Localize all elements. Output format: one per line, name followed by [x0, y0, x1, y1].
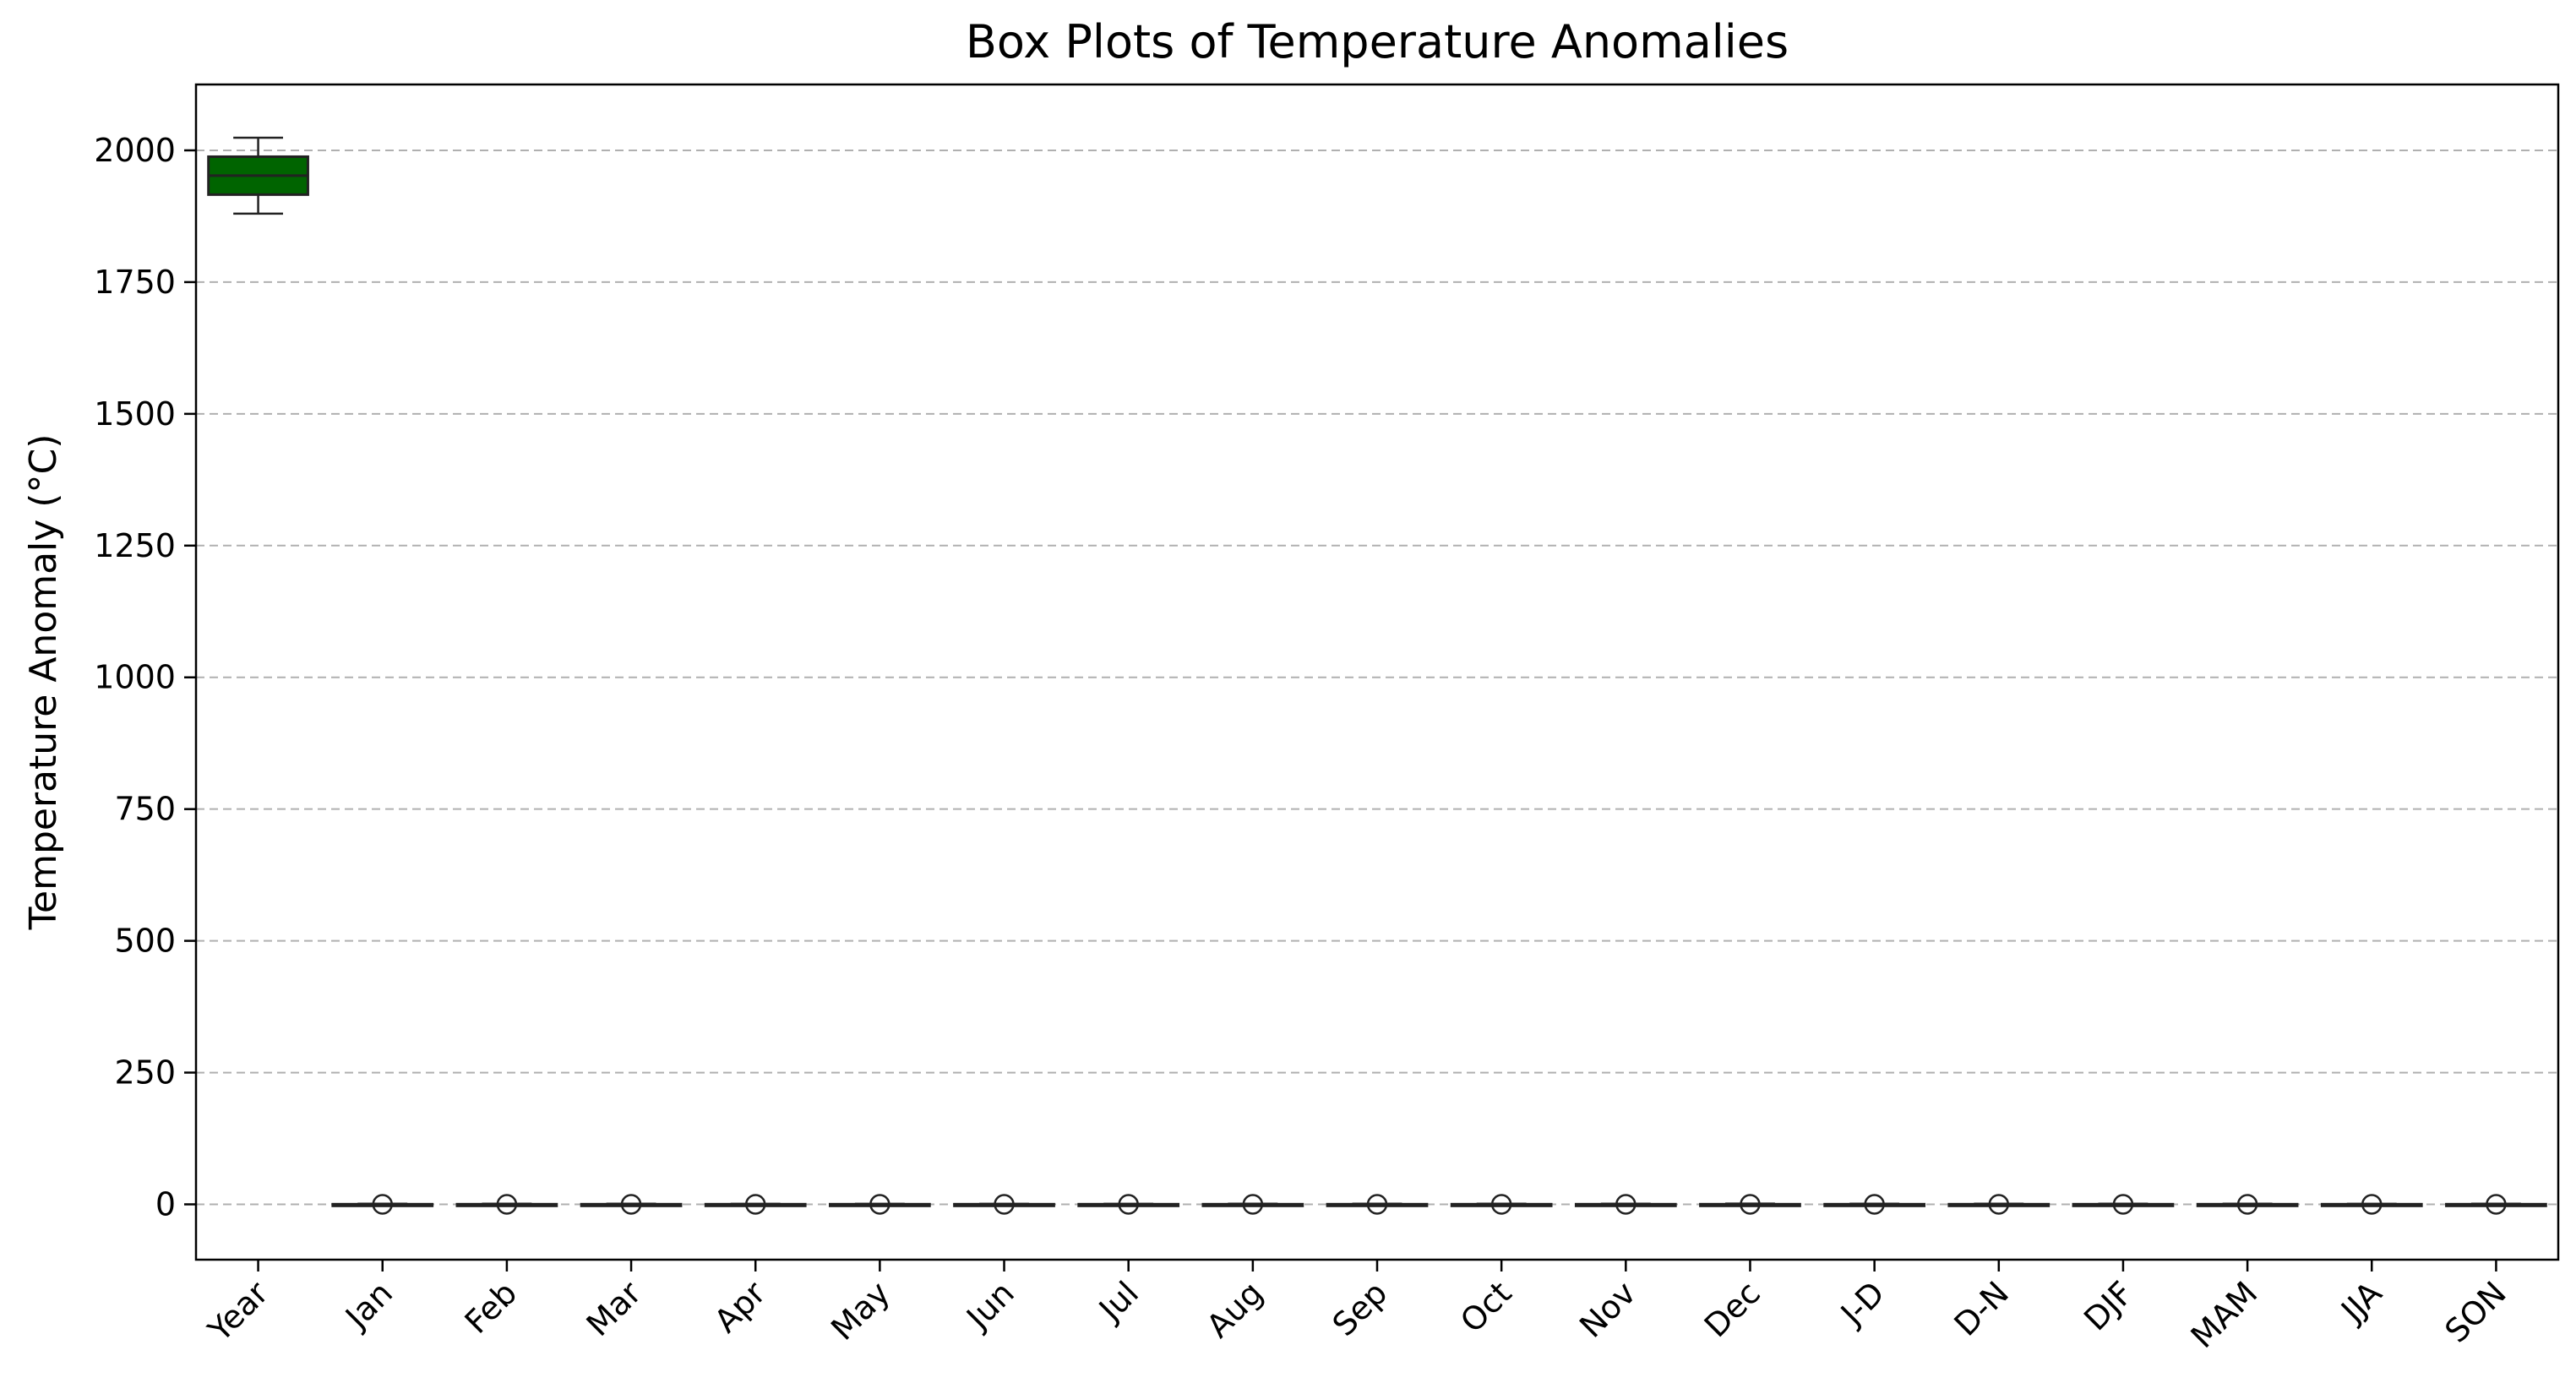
y-axis-label: Temperature Anomaly (°C) [22, 434, 65, 931]
box-nov [1574, 1194, 1677, 1215]
y-tick-label: 500 [114, 923, 176, 960]
chart-title: Box Plots of Temperature Anomalies [966, 15, 1789, 68]
outlier-point [1366, 1194, 1388, 1215]
outlier-point [1615, 1194, 1637, 1215]
box-aug [1201, 1194, 1304, 1215]
outlier-point [2486, 1194, 2507, 1215]
outlier-point [2112, 1194, 2134, 1215]
box-d-n [1947, 1194, 2050, 1215]
outlier-point [1242, 1194, 1264, 1215]
y-tick-label: 1500 [94, 395, 176, 433]
grid-lines [196, 149, 2558, 1206]
outlier-point [2236, 1194, 2258, 1215]
boxes [207, 136, 2547, 1215]
box-djf [2072, 1194, 2175, 1215]
box-apr [704, 1194, 807, 1215]
box-year [207, 136, 309, 215]
box-dec [1699, 1194, 1801, 1215]
box-mam [2196, 1194, 2299, 1215]
y-tick-label: 1750 [94, 264, 176, 301]
box-son [2445, 1194, 2547, 1215]
box-jun [953, 1194, 1055, 1215]
y-tick-label: 2000 [94, 132, 176, 169]
box-mar [580, 1194, 683, 1215]
box-feb [455, 1194, 558, 1215]
outlier-point [620, 1194, 642, 1215]
y-tick-label: 1250 [94, 527, 176, 564]
y-tick-label: 0 [155, 1186, 176, 1223]
box-oct [1450, 1194, 1553, 1215]
y-tick-label: 750 [114, 791, 176, 828]
outlier-point [496, 1194, 518, 1215]
outlier-point [372, 1194, 393, 1215]
outlier-point [1740, 1194, 1761, 1215]
outlier-point [1864, 1194, 1885, 1215]
y-tick-label: 250 [114, 1054, 176, 1092]
box-jul [1077, 1194, 1180, 1215]
outlier-point [744, 1194, 766, 1215]
box-jja [2320, 1194, 2423, 1215]
outlier-point [1988, 1194, 2010, 1215]
outlier-point [869, 1194, 890, 1215]
outlier-point [1490, 1194, 1512, 1215]
outlier-point [1118, 1194, 1139, 1215]
box-sep [1326, 1194, 1429, 1215]
y-axis-ticks: 0 250 500 750 1000 1250 1500 1750 2000 [94, 132, 196, 1223]
outlier-point [994, 1194, 1015, 1215]
box-may [829, 1194, 931, 1215]
box-jan [331, 1194, 434, 1215]
box-j-d [1823, 1194, 1925, 1215]
y-tick-label: 1000 [94, 659, 176, 696]
outlier-point [2361, 1194, 2383, 1215]
